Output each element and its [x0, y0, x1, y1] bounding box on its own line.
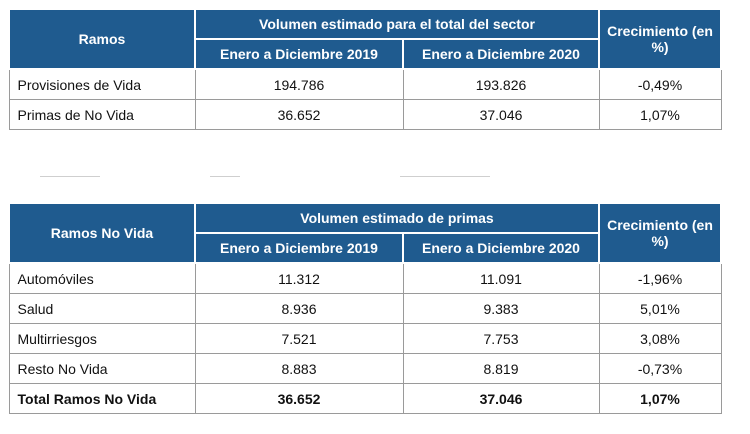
total-growth: 1,07% — [598, 383, 722, 414]
row-label: Provisiones de Vida — [8, 68, 196, 100]
table-row: Multirriesgos 7.521 7.753 3,08% — [8, 323, 722, 354]
value-2019: 8.883 — [194, 353, 404, 384]
value-2020: 11.091 — [402, 262, 600, 294]
total-2019: 36.652 — [194, 383, 404, 414]
row-label: Automóviles — [8, 262, 196, 294]
value-2020: 37.046 — [402, 99, 600, 130]
total-label: Total Ramos No Vida — [8, 383, 196, 414]
growth-value: 3,08% — [598, 323, 722, 354]
group-header-volume: Volumen estimado para el total del secto… — [194, 8, 600, 40]
col-header-2019: Enero a Diciembre 2019 — [194, 38, 404, 70]
total-row: Total Ramos No Vida 36.652 37.046 1,07% — [8, 383, 722, 414]
value-2020: 7.753 — [402, 323, 600, 354]
row-label: Resto No Vida — [8, 353, 196, 384]
value-2019: 194.786 — [194, 68, 404, 100]
col-header-2020: Enero a Diciembre 2020 — [402, 38, 600, 70]
col-header-growth: Crecimiento (en %) — [598, 202, 722, 264]
row-label: Multirriesgos — [8, 323, 196, 354]
row-label: Salud — [8, 293, 196, 324]
table-row: Automóviles 11.312 11.091 -1,96% — [8, 262, 722, 294]
scan-artifact-divider — [40, 176, 510, 180]
value-2019: 7.521 — [194, 323, 404, 354]
col-header-ramos: Ramos — [8, 8, 196, 70]
value-2020: 9.383 — [402, 293, 600, 324]
table-row: Primas de No Vida 36.652 37.046 1,07% — [8, 99, 722, 130]
col-header-ramos-no-vida: Ramos No Vida — [8, 202, 196, 264]
value-2020: 8.819 — [402, 353, 600, 384]
growth-value: -0,49% — [598, 68, 722, 100]
table-row: Provisiones de Vida 194.786 193.826 -0,4… — [8, 68, 722, 100]
total-2020: 37.046 — [402, 383, 600, 414]
growth-value: 1,07% — [598, 99, 722, 130]
col-header-2020: Enero a Diciembre 2020 — [402, 232, 600, 264]
col-header-2019: Enero a Diciembre 2019 — [194, 232, 404, 264]
table-row: Resto No Vida 8.883 8.819 -0,73% — [8, 353, 722, 384]
growth-value: -0,73% — [598, 353, 722, 384]
value-2019: 11.312 — [194, 262, 404, 294]
col-header-growth: Crecimiento (en %) — [598, 8, 722, 70]
sector-volume-table: Ramos Volumen estimado para el total del… — [8, 8, 722, 130]
row-label: Primas de No Vida — [8, 99, 196, 130]
non-life-premiums-table: Ramos No Vida Volumen estimado de primas… — [8, 202, 722, 414]
table-row: Salud 8.936 9.383 5,01% — [8, 293, 722, 324]
growth-value: -1,96% — [598, 262, 722, 294]
group-header-premiums: Volumen estimado de primas — [194, 202, 600, 234]
growth-value: 5,01% — [598, 293, 722, 324]
value-2019: 36.652 — [194, 99, 404, 130]
value-2019: 8.936 — [194, 293, 404, 324]
value-2020: 193.826 — [402, 68, 600, 100]
